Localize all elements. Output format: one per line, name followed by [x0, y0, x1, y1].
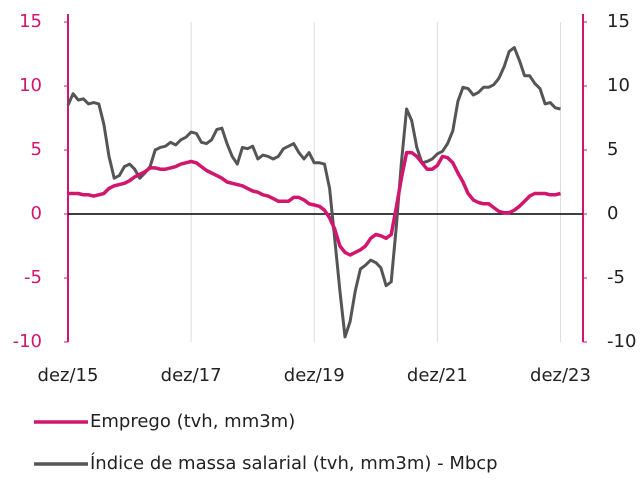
y-tick-label: 10 — [19, 75, 42, 96]
y2-tick-label: 0 — [607, 203, 618, 224]
y-tick-label: 15 — [19, 11, 42, 32]
y2-tick-label: -5 — [607, 267, 625, 288]
y-tick-label: -10 — [13, 331, 42, 352]
y-tick-label: -5 — [24, 267, 42, 288]
x-tick-label: dez/23 — [530, 365, 591, 386]
x-tick-label: dez/21 — [407, 365, 468, 386]
y-tick-label: 5 — [31, 139, 42, 160]
legend-label: Emprego (tvh, mm3m) — [90, 411, 295, 432]
y2-tick-label: 5 — [607, 139, 618, 160]
x-tick-label: dez/15 — [38, 365, 99, 386]
legend-label: Índice de massa salarial (tvh, mm3m) - M… — [90, 452, 498, 474]
y2-tick-label: 10 — [607, 75, 630, 96]
y2-tick-label: -10 — [607, 331, 636, 352]
y-tick-label: 0 — [31, 203, 42, 224]
data-line — [68, 150, 561, 257]
x-tick-label: dez/19 — [284, 365, 345, 386]
x-tick-label: dez/17 — [161, 365, 222, 386]
y2-tick-label: 15 — [607, 11, 630, 32]
